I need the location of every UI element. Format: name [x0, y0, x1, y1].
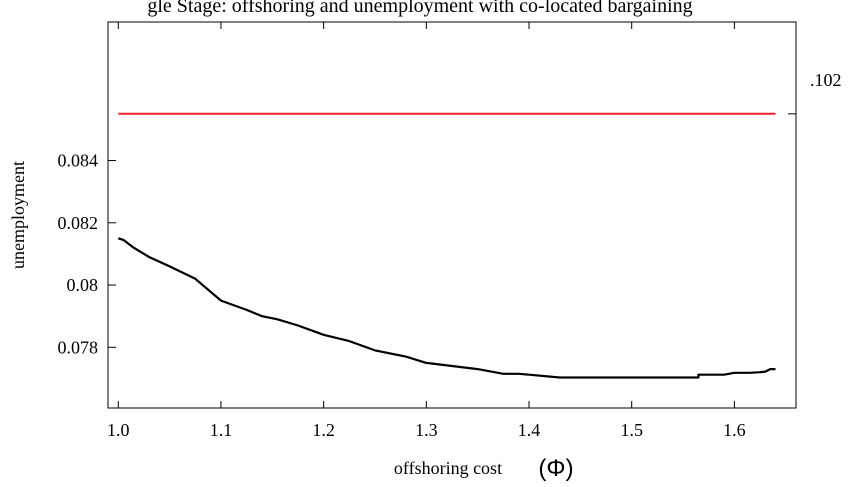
chart-title: gle Stage: offshoring and unemployment w…	[147, 0, 692, 17]
y-tick-label: 0.08	[67, 275, 99, 295]
x-tick-label: 1.6	[723, 420, 746, 440]
y-tick-label: 0.082	[58, 213, 99, 233]
x-tick-label: 1.0	[107, 420, 130, 440]
plot-frame	[107, 21, 797, 409]
y-tick-label: 0.078	[58, 337, 99, 357]
x-axis-symbol: (Φ)	[538, 455, 573, 482]
x-tick-label: 1.5	[620, 420, 643, 440]
x-tick-label: 1.4	[518, 420, 541, 440]
x-axis-ticks: 1.0 1.1 1.2 1.3 1.4 1.5 1.6	[107, 22, 746, 440]
x-tick-label: 1.1	[210, 420, 233, 440]
y-axis-label: unemployment	[8, 161, 28, 269]
right-axis-label: .102	[810, 70, 842, 90]
x-axis-label: offshoring cost	[394, 458, 502, 478]
unemployment-series-line	[117, 237, 776, 379]
x-tick-label: 1.2	[312, 420, 335, 440]
x-tick-label: 1.3	[415, 420, 438, 440]
series-layer	[117, 112, 776, 379]
y-axis-ticks: 0.078 0.08 0.082 0.084	[58, 113, 796, 357]
y-tick-label: 0.084	[58, 151, 99, 171]
